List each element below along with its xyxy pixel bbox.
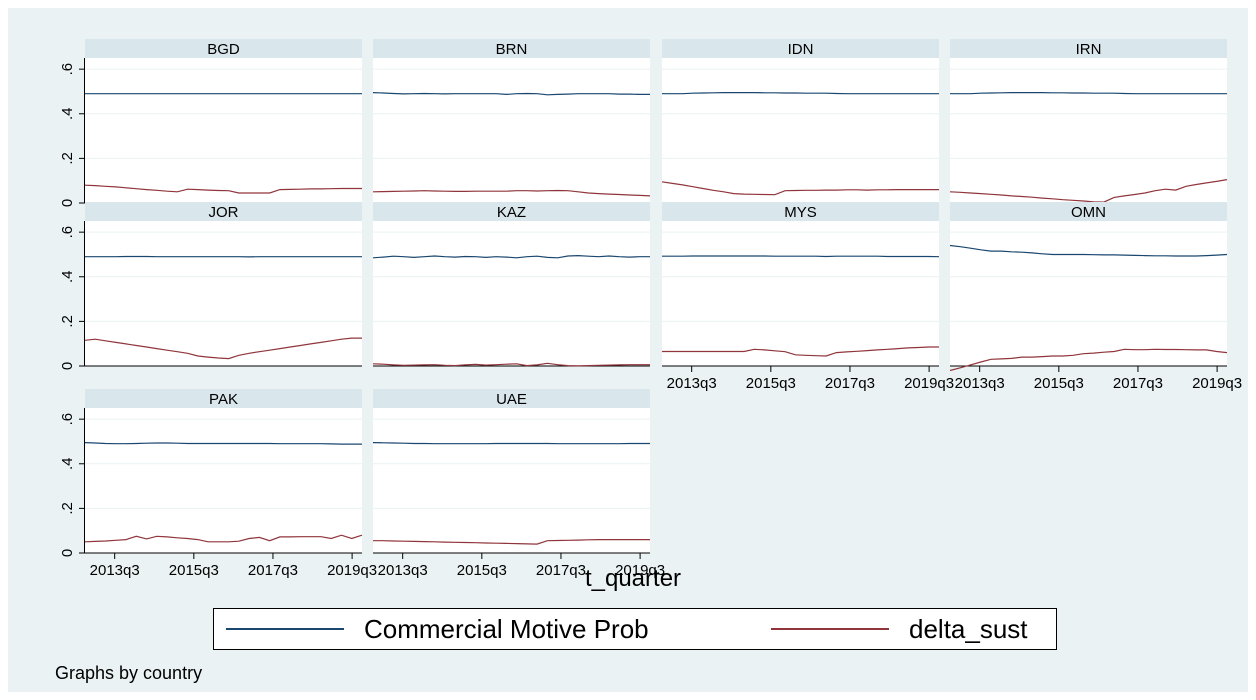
- y-tick-label-jor-0: 0: [59, 362, 76, 370]
- panel-header-mys: [662, 202, 939, 221]
- panel-header-brn: [373, 39, 650, 58]
- line-delta-pak: [84, 534, 363, 543]
- x-tick-label-uae-2015q3: 2015q3: [457, 562, 507, 579]
- legend-label-commercial: Commercial Motive Prob: [364, 613, 649, 644]
- panel-plot-omn: [950, 221, 1227, 366]
- panel-plot-idn: [662, 58, 939, 203]
- panel-plot-irn: [950, 58, 1227, 203]
- legend-item-delta: delta_sust: [771, 609, 1028, 649]
- x-tick-label-mys-2013q3: 2013q3: [667, 375, 717, 392]
- panel-header-bgd: [85, 39, 362, 58]
- y-tick-label-jor-.4: .4: [59, 271, 76, 284]
- line-commercial-mys: [662, 255, 940, 258]
- panel-title-kaz: KAZ: [497, 204, 526, 221]
- x-tick-label-uae-2019q3: 2019q3: [615, 562, 665, 579]
- y-tick-label-bgd-.4: .4: [59, 108, 76, 121]
- panel-header-jor: [85, 202, 362, 221]
- line-commercial-brn: [372, 92, 650, 96]
- x-tick-label-uae-2013q3: 2013q3: [378, 562, 428, 579]
- line-commercial-kaz: [372, 254, 650, 259]
- line-commercial-irn: [950, 91, 1227, 95]
- x-tick-label-mys-2019q3: 2019q3: [904, 375, 954, 392]
- y-tick-label-bgd-.6: .6: [59, 63, 76, 76]
- y-tick-label-bgd-0: 0: [59, 199, 76, 207]
- panel-plot-jor: [85, 221, 362, 366]
- panel-header-idn: [662, 39, 939, 58]
- panel-title-jor: JOR: [209, 204, 239, 221]
- y-tick-label-pak-.2: .2: [59, 502, 76, 515]
- panel-header-uae: [373, 389, 650, 408]
- x-tick-label-pak-2017q3: 2017q3: [248, 562, 298, 579]
- panel-title-omn: OMN: [1071, 204, 1106, 221]
- x-tick-label-mys-2015q3: 2015q3: [746, 375, 796, 392]
- panel-plot-bgd: [85, 58, 362, 203]
- x-tick-label-omn-2013q3: 2013q3: [955, 375, 1005, 392]
- x-tick-label-pak-2015q3: 2015q3: [169, 562, 219, 579]
- line-delta-kaz: [372, 362, 650, 367]
- panel-title-mys: MYS: [784, 204, 817, 221]
- panel-header-omn: [950, 202, 1227, 221]
- chart-area: BGD 0 .2 .4 .6 BRN IDN IRN JOR 0 .2 .4 .6 KAZ MYS 2013q…: [59, 39, 1242, 592]
- panel-header-pak: [85, 389, 362, 408]
- legend-swatch-commercial: [226, 628, 344, 630]
- x-tick-label-uae-2017q3: 2017q3: [536, 562, 586, 579]
- x-tick-label-pak-2013q3: 2013q3: [90, 562, 140, 579]
- line-delta-brn: [372, 189, 651, 197]
- panel-title-bgd: BGD: [207, 41, 240, 58]
- legend-item-commercial: Commercial Motive Prob: [226, 609, 649, 649]
- line-commercial-uae: [372, 442, 650, 445]
- graphs-by-note: Graphs by country: [55, 663, 203, 683]
- x-tick-label-mys-2017q3: 2017q3: [825, 375, 875, 392]
- y-tick-label-pak-0: 0: [59, 549, 76, 557]
- panel-title-idn: IDN: [788, 41, 814, 58]
- panel-plot-pak: [85, 408, 362, 553]
- x-tick-label-pak-2019q3: 2019q3: [327, 562, 377, 579]
- x-tick-label-omn-2019q3: 2019q3: [1192, 375, 1242, 392]
- panel-title-uae: UAE: [496, 391, 527, 408]
- chart-figure: BGD 0 .2 .4 .6 BRN IDN IRN JOR 0 .2 .4 .6 KAZ MYS 2013q…: [8, 8, 1248, 692]
- line-delta-uae: [373, 538, 650, 545]
- x-tick-label-omn-2017q3: 2017q3: [1113, 375, 1163, 392]
- line-delta-jor: [84, 337, 362, 360]
- line-commercial-idn: [662, 91, 939, 95]
- y-tick-label-bgd-.2: .2: [59, 152, 76, 165]
- panel-header-kaz: [373, 202, 650, 221]
- legend-swatch-delta: [771, 628, 889, 630]
- panel-plot-uae: [373, 408, 650, 553]
- panel-title-brn: BRN: [496, 41, 528, 58]
- y-tick-label-pak-.6: .6: [59, 413, 76, 426]
- legend-label-delta: delta_sust: [909, 613, 1028, 644]
- line-delta-irn: [949, 179, 1228, 203]
- y-tick-label-jor-.6: .6: [59, 226, 76, 239]
- panel-plot-mys: [662, 221, 939, 366]
- y-tick-label-jor-.2: .2: [59, 315, 76, 328]
- line-delta-idn: [661, 181, 939, 196]
- panel-title-pak: PAK: [209, 391, 238, 408]
- line-commercial-pak: [84, 442, 362, 445]
- x-axis-title: t_quarter: [585, 565, 681, 592]
- line-delta-bgd: [84, 184, 362, 194]
- panel-plot-brn: [373, 58, 650, 203]
- panel-header-irn: [950, 39, 1227, 58]
- line-delta-mys: [662, 346, 939, 357]
- panel-plot-kaz: [373, 221, 650, 366]
- legend: Commercial Motive Prob delta_sust: [213, 608, 1057, 650]
- line-delta-omn: [949, 348, 1228, 372]
- panel-title-irn: IRN: [1076, 41, 1102, 58]
- x-tick-label-omn-2015q3: 2015q3: [1034, 375, 1084, 392]
- y-tick-label-pak-.4: .4: [59, 458, 76, 471]
- line-commercial-omn: [949, 244, 1228, 257]
